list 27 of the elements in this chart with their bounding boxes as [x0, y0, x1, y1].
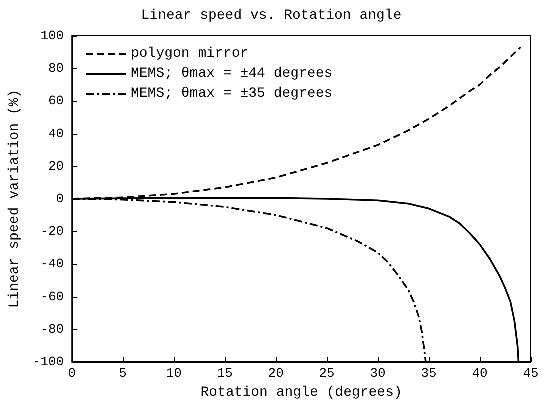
legend-label: MEMS; θmax = ±35 degrees — [131, 86, 333, 102]
y-tick-label: -20 — [40, 224, 64, 240]
x-tick-label: 30 — [370, 366, 386, 381]
y-tick-label: -60 — [40, 289, 64, 304]
y-tick-label: -100 — [32, 354, 64, 370]
x-axis-title: Rotation angle (degrees) — [200, 385, 402, 401]
x-tick-label: 5 — [119, 366, 127, 381]
chart-title: Linear speed vs. Rotation angle — [141, 8, 402, 24]
y-axis-title: Linear speed variation (%) — [7, 90, 23, 308]
legend-label: polygon mirror — [131, 46, 249, 62]
x-tick-label: 20 — [268, 366, 284, 381]
y-tick-label: 80 — [48, 61, 64, 76]
y-tick-label: 0 — [56, 192, 64, 206]
x-tick-label: 10 — [166, 366, 182, 381]
x-tick-label: 0 — [68, 366, 76, 381]
legend-label: MEMS; θmax = ±44 degrees — [131, 66, 333, 82]
y-tick-label: 40 — [48, 126, 64, 142]
x-tick-label: 35 — [421, 366, 437, 381]
x-tick-label: 25 — [319, 366, 335, 381]
y-tick-label: -40 — [40, 256, 64, 272]
y-tick-label: 100 — [40, 28, 64, 44]
x-tick-label: 40 — [472, 366, 488, 381]
x-tick-label: 15 — [217, 366, 233, 381]
y-tick-label: 60 — [48, 94, 64, 109]
x-tick-label: 45 — [523, 366, 539, 381]
y-tick-label: 20 — [48, 158, 64, 174]
y-tick-label: -80 — [40, 322, 64, 337]
